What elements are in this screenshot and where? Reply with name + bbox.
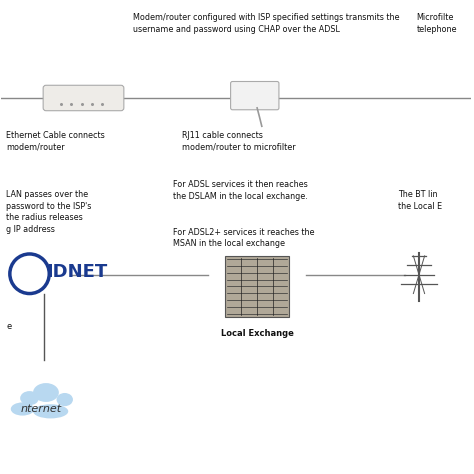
Text: For ADSL services it then reaches
the DSLAM in the local exchange.: For ADSL services it then reaches the DS…: [173, 181, 308, 201]
Text: RJ11 cable connects
modem/router to microfilter: RJ11 cable connects modem/router to micr…: [182, 131, 296, 152]
Ellipse shape: [20, 391, 39, 405]
Text: e: e: [6, 322, 11, 331]
Text: Local Exchange: Local Exchange: [221, 329, 293, 338]
Text: Ethernet Cable connects
modem/router: Ethernet Cable connects modem/router: [6, 131, 105, 152]
Text: Modem/router configured with ISP specified settings transmits the
username and p: Modem/router configured with ISP specifi…: [133, 13, 399, 34]
Ellipse shape: [33, 383, 59, 402]
FancyBboxPatch shape: [226, 256, 289, 317]
Ellipse shape: [56, 393, 73, 406]
Ellipse shape: [33, 404, 68, 419]
Text: Microfilte
telephone: Microfilte telephone: [417, 13, 457, 34]
Text: nternet: nternet: [20, 404, 61, 414]
Ellipse shape: [11, 402, 34, 416]
Text: IDNET: IDNET: [46, 264, 107, 282]
FancyBboxPatch shape: [230, 82, 279, 110]
FancyBboxPatch shape: [43, 85, 124, 111]
Text: LAN passes over the
password to the ISP's
the radius releases
g IP address: LAN passes over the password to the ISP'…: [6, 190, 91, 234]
Text: The BT lin
the Local E: The BT lin the Local E: [398, 190, 442, 210]
Text: For ADSL2+ services it reaches the
MSAN in the local exchange: For ADSL2+ services it reaches the MSAN …: [173, 228, 314, 248]
